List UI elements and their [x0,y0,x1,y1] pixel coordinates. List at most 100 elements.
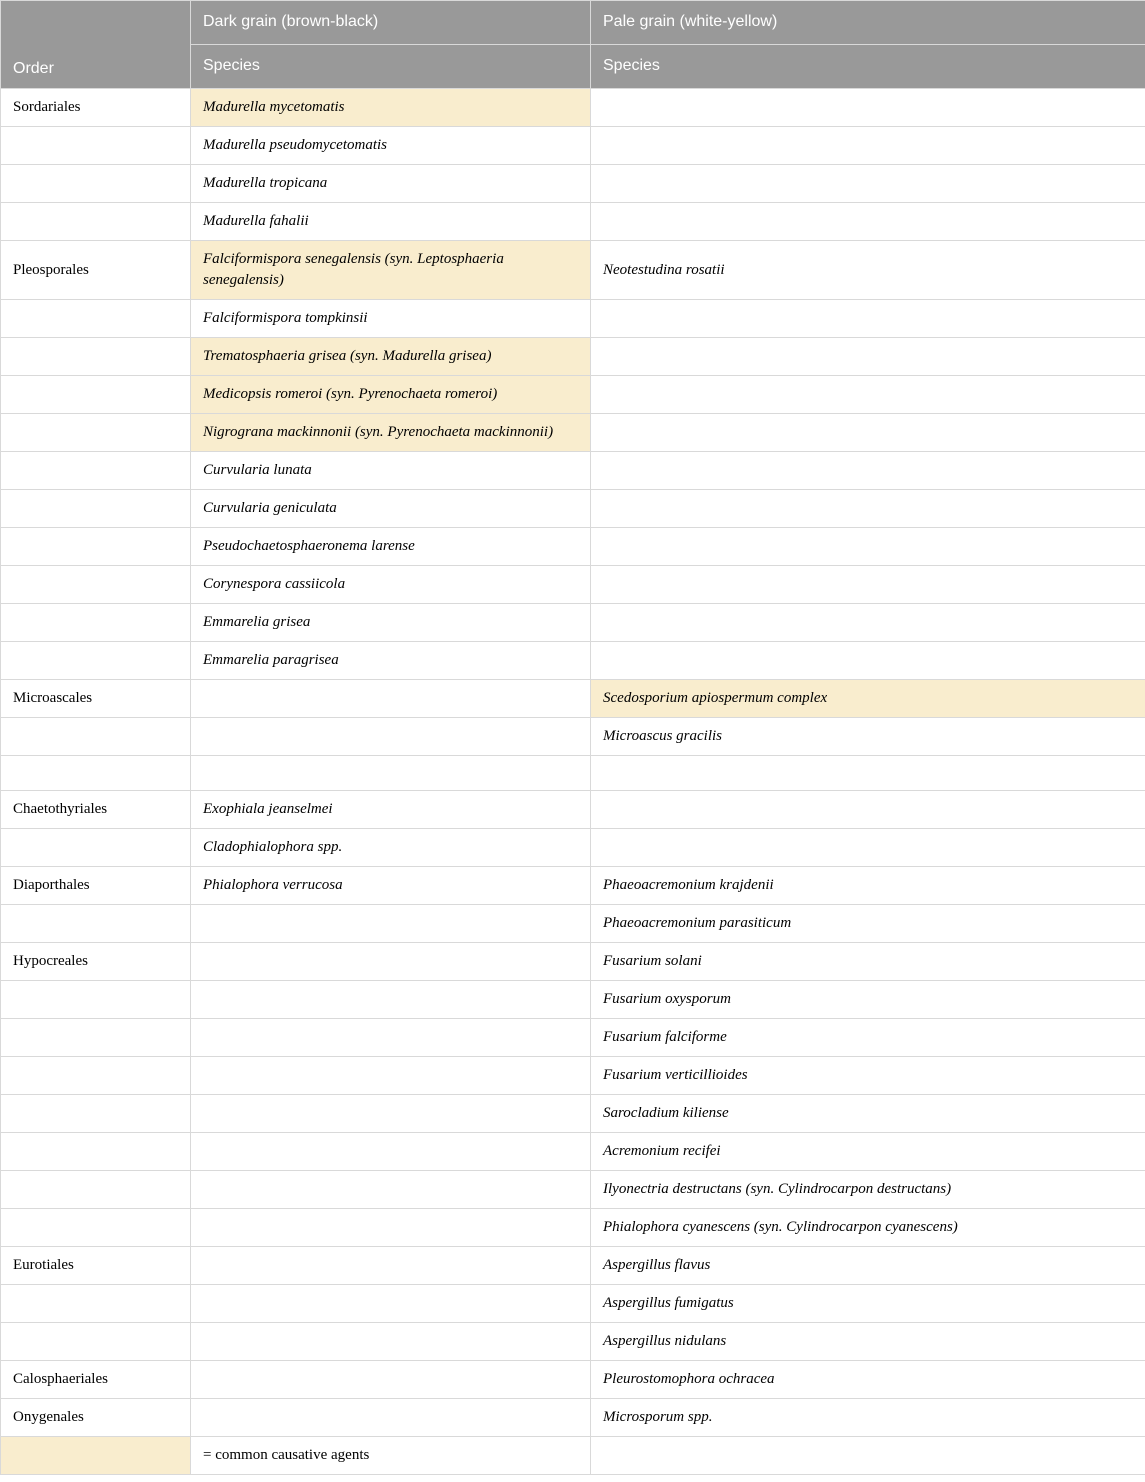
table-row: Fusarium oxysporum [1,981,1145,1019]
cell-dark-species [191,981,591,1019]
cell-pale-species [591,829,1145,867]
cell-pale-species [591,528,1145,566]
table-row: Pseudochaetosphaeronema larense [1,528,1145,566]
cell-pale-species [591,376,1145,414]
cell-pale-species [591,127,1145,165]
cell-dark-species [191,1399,591,1437]
table-row: Curvularia lunata [1,452,1145,490]
legend-blank [591,1437,1145,1475]
cell-order: Pleosporales [1,241,191,300]
cell-order [1,127,191,165]
legend-swatch [1,1437,191,1475]
cell-dark-species: Cladophialophora spp. [191,829,591,867]
cell-pale-species: Aspergillus flavus [591,1247,1145,1285]
cell-order [1,756,191,791]
cell-pale-species: Fusarium oxysporum [591,981,1145,1019]
header-pale-grain: Pale grain (white-yellow) [591,1,1145,45]
table-row: Phaeoacremonium parasiticum [1,905,1145,943]
cell-order [1,165,191,203]
cell-pale-species [591,756,1145,791]
cell-pale-species: Phialophora cyanescens (syn. Cylindrocar… [591,1209,1145,1247]
cell-order [1,829,191,867]
table-row: Corynespora cassiicola [1,566,1145,604]
table-row: Acremonium recifei [1,1133,1145,1171]
table-row [1,756,1145,791]
cell-dark-species [191,718,591,756]
cell-order: Eurotiales [1,1247,191,1285]
cell-dark-species [191,905,591,943]
cell-pale-species [591,165,1145,203]
cell-dark-species: Falciformispora senegalensis (syn. Lepto… [191,241,591,300]
cell-dark-species: Pseudochaetosphaeronema larense [191,528,591,566]
cell-dark-species [191,680,591,718]
table-row: OnygenalesMicrosporum spp. [1,1399,1145,1437]
table-row: Madurella fahalii [1,203,1145,241]
cell-order: Sordariales [1,89,191,127]
cell-order [1,338,191,376]
cell-dark-species: Emmarelia grisea [191,604,591,642]
species-table: Dark grain (brown-black) Pale grain (whi… [0,0,1145,1475]
cell-pale-species [591,604,1145,642]
cell-pale-species [591,414,1145,452]
table-row: Madurella tropicana [1,165,1145,203]
cell-order [1,642,191,680]
table-row: Madurella pseudomycetomatis [1,127,1145,165]
table-row: Cladophialophora spp. [1,829,1145,867]
cell-order: Onygenales [1,1399,191,1437]
cell-order [1,1209,191,1247]
header-species-dark: Species [191,45,591,89]
cell-order [1,604,191,642]
cell-order [1,1323,191,1361]
cell-dark-species [191,1133,591,1171]
cell-order [1,1133,191,1171]
cell-pale-species: Phaeoacremonium parasiticum [591,905,1145,943]
table-row: ChaetothyrialesExophiala jeanselmei [1,791,1145,829]
cell-pale-species [591,566,1145,604]
table-row: Sarocladium kiliense [1,1095,1145,1133]
cell-order [1,490,191,528]
cell-dark-species [191,1285,591,1323]
cell-pale-species [591,642,1145,680]
cell-dark-species: Madurella tropicana [191,165,591,203]
cell-pale-species: Pleurostomophora ochracea [591,1361,1145,1399]
cell-dark-species: Corynespora cassiicola [191,566,591,604]
cell-order [1,528,191,566]
cell-dark-species: Curvularia geniculata [191,490,591,528]
table-row: Falciformispora tompkinsii [1,300,1145,338]
header-order-blank [1,1,191,45]
cell-order [1,1171,191,1209]
cell-dark-species: Exophiala jeanselmei [191,791,591,829]
cell-pale-species: Sarocladium kiliense [591,1095,1145,1133]
table-row: Fusarium falciforme [1,1019,1145,1057]
cell-order [1,300,191,338]
table-row: DiaporthalesPhialophora verrucosaPhaeoac… [1,867,1145,905]
cell-dark-species [191,1171,591,1209]
cell-dark-species [191,1095,591,1133]
cell-dark-species [191,1247,591,1285]
table-row: Fusarium verticillioides [1,1057,1145,1095]
cell-order [1,376,191,414]
cell-order [1,452,191,490]
cell-pale-species [591,490,1145,528]
table-row: Trematosphaeria grisea (syn. Madurella g… [1,338,1145,376]
table-body: SordarialesMadurella mycetomatisMadurell… [1,89,1145,1475]
cell-dark-species: Trematosphaeria grisea (syn. Madurella g… [191,338,591,376]
cell-order [1,1285,191,1323]
cell-order [1,981,191,1019]
table-row: MicroascalesScedosporium apiospermum com… [1,680,1145,718]
header-dark-grain: Dark grain (brown-black) [191,1,591,45]
cell-pale-species: Aspergillus nidulans [591,1323,1145,1361]
table-row: HypocrealesFusarium solani [1,943,1145,981]
table-row: Microascus gracilis [1,718,1145,756]
table-row: Calosphaeriales Pleurostomophora ochracea [1,1361,1145,1399]
cell-dark-species [191,1057,591,1095]
cell-dark-species [191,1209,591,1247]
cell-pale-species: Phaeoacremonium krajdenii [591,867,1145,905]
cell-dark-species [191,1019,591,1057]
cell-dark-species: Madurella fahalii [191,203,591,241]
table-row: Aspergillus fumigatus [1,1285,1145,1323]
cell-order: Calosphaeriales [1,1361,191,1399]
cell-dark-species: Phialophora verrucosa [191,867,591,905]
table-row: Curvularia geniculata [1,490,1145,528]
cell-order [1,566,191,604]
